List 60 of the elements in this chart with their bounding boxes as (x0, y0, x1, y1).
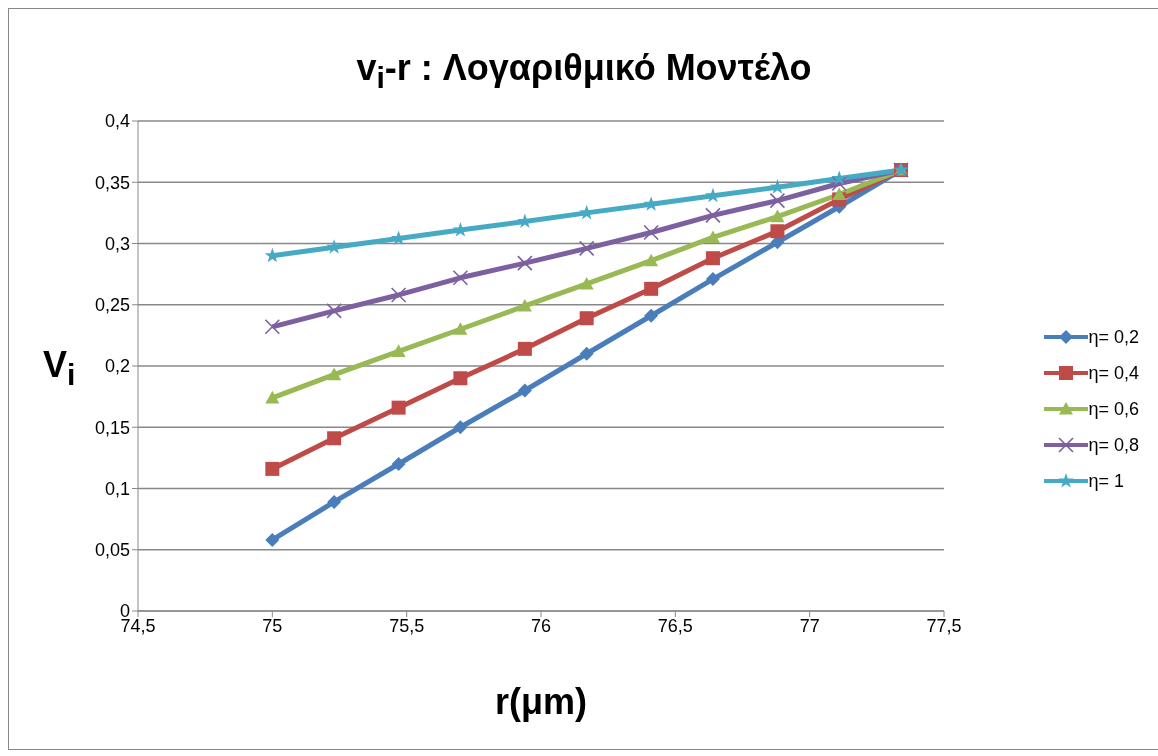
point (644, 281, 659, 296)
point (517, 341, 532, 356)
point (705, 230, 720, 243)
point (390, 287, 407, 303)
point (391, 400, 406, 415)
point (327, 367, 342, 381)
x-tick-label: 75,5 (389, 615, 425, 636)
point (265, 461, 280, 476)
x-tick-label: 77,5 (926, 615, 962, 636)
point (770, 224, 785, 239)
point (453, 371, 468, 386)
point (452, 270, 469, 286)
point (832, 187, 847, 201)
y-tick-label: 0,25 (94, 295, 130, 316)
point (453, 420, 468, 435)
y-tick-label: 0,2 (104, 356, 130, 377)
point (579, 346, 594, 361)
chart-title: v$_{i}$-r : Λογαριθμικό Μοντέλο (355, 47, 813, 96)
point (705, 207, 721, 224)
legend-label: η= 0,2 (1088, 326, 1139, 348)
point (517, 255, 533, 271)
point (453, 322, 468, 335)
point (770, 209, 785, 223)
point (705, 272, 720, 287)
x-tick-label: 76 (530, 615, 552, 636)
point (327, 431, 342, 446)
y-tick-label: 0,05 (94, 540, 130, 561)
point (327, 494, 342, 509)
point (643, 224, 659, 241)
x-tick-label: 77 (799, 615, 820, 636)
y-tick-label: 0,4 (104, 111, 130, 132)
point (517, 383, 532, 398)
y-tick-label: 0,15 (94, 417, 130, 438)
point (264, 319, 281, 335)
point (579, 311, 594, 326)
legend-label: η= 0,4 (1088, 362, 1139, 384)
point (265, 532, 280, 547)
legend-label: η= 0,6 (1088, 398, 1139, 420)
x-tick-label: 75 (262, 615, 283, 636)
point (831, 175, 848, 192)
point (391, 457, 406, 471)
y-tick-label: 0,35 (94, 172, 130, 193)
point (644, 253, 659, 267)
point (644, 308, 659, 323)
point (265, 390, 280, 404)
point (579, 276, 594, 290)
y-tick-label: 0,3 (104, 233, 130, 254)
point (517, 298, 532, 312)
point (326, 303, 342, 319)
y-axis-title: V$_{i}$ (43, 344, 76, 393)
x-tick-label: 76,5 (657, 615, 693, 636)
legend-label: η= 0,8 (1088, 434, 1139, 456)
point (578, 240, 595, 257)
point (769, 192, 786, 209)
point (391, 344, 406, 357)
point (705, 251, 720, 266)
x-axis-title: r(μm) (494, 681, 588, 723)
y-tick-label: 0,1 (104, 478, 130, 499)
point (831, 170, 847, 186)
legend-label: η= 1 (1088, 470, 1124, 492)
